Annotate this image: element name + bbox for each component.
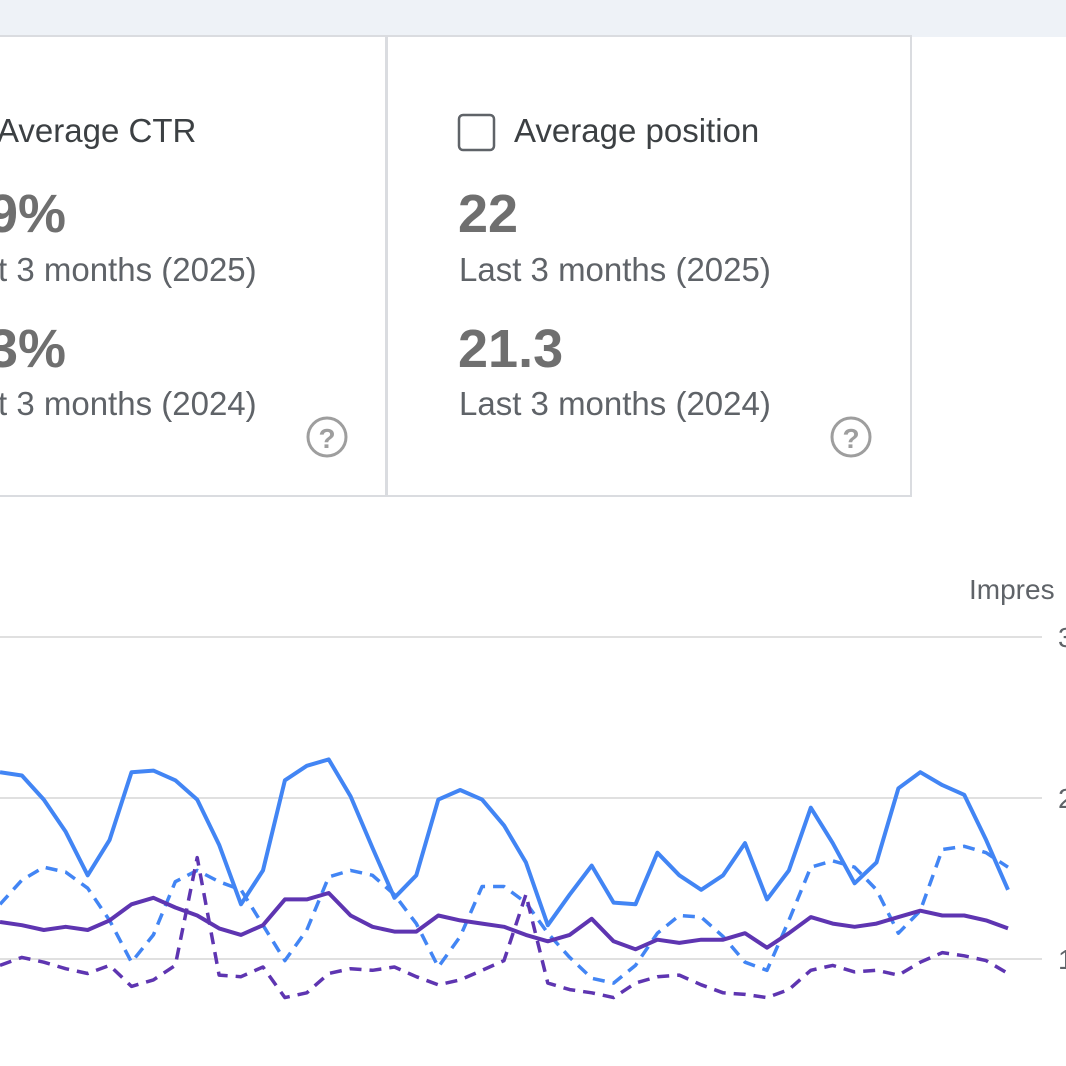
card-period: Last 3 months (2024): [459, 385, 771, 422]
card[interactable]: [386, 35, 912, 497]
svg-text:?: ?: [842, 423, 859, 454]
help-icon[interactable]: ?: [830, 416, 872, 458]
axis-label: Impres: [969, 574, 1055, 605]
card-value: 3%: [0, 319, 66, 379]
card-label: Average CTR: [0, 112, 196, 149]
series-line: [0, 891, 1009, 952]
y-tick-label: 3: [1058, 622, 1066, 653]
card-value: 9%: [0, 184, 66, 244]
help-icon[interactable]: ?: [306, 416, 348, 458]
card-label: Average position: [514, 112, 759, 149]
card-period: t 3 months (2025): [0, 251, 257, 288]
top-bar: [0, 0, 1066, 37]
series-line: [0, 757, 1010, 928]
y-tick-label: 2: [1058, 783, 1066, 814]
card-value: 22: [458, 184, 518, 244]
card-value: 21.3: [458, 319, 563, 379]
series-line: [0, 855, 1009, 1000]
checkbox[interactable]: [457, 113, 496, 152]
series-line: [0, 844, 1009, 985]
svg-text:?: ?: [318, 423, 335, 454]
card-period: t 3 months (2024): [0, 385, 257, 422]
card-period: Last 3 months (2025): [459, 251, 771, 288]
y-tick-label: 1: [1058, 944, 1066, 975]
